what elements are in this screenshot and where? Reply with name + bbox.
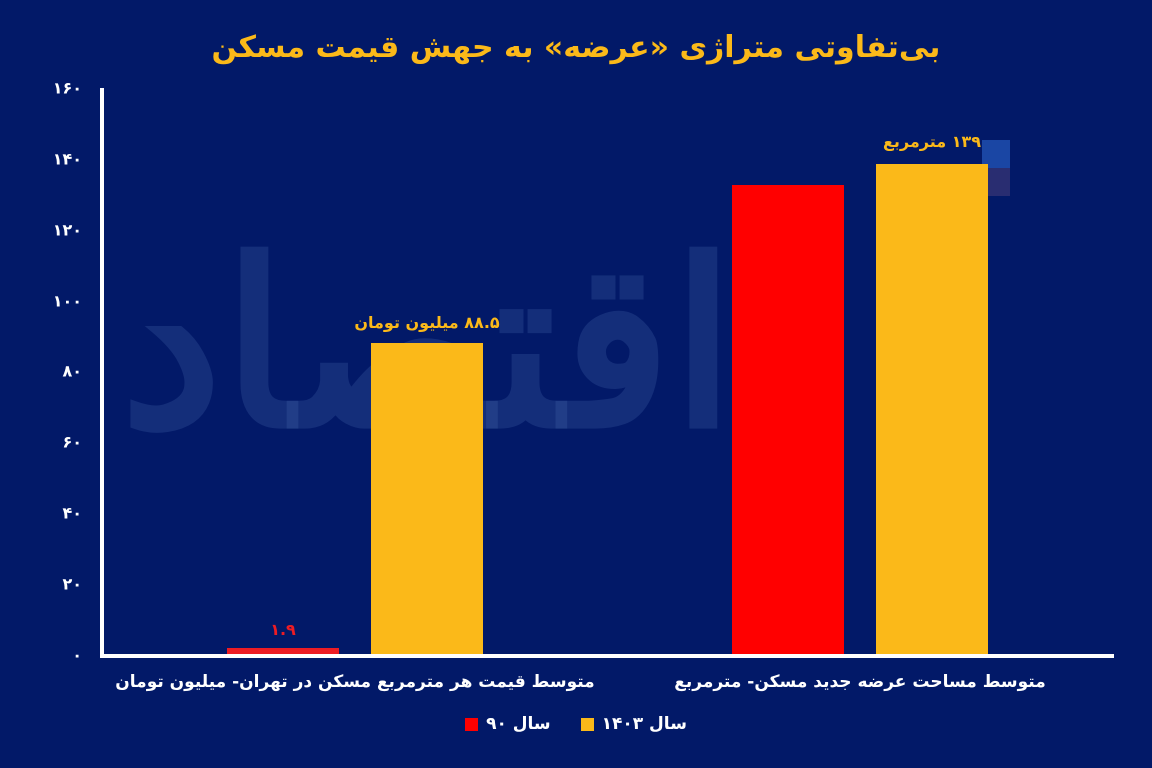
chart-title: بی‌تفاوتی متراژی «عرضه» به جهش قیمت مسکن [211,30,941,65]
x-category-label: متوسط قیمت هر مترمربع مسکن در تهران- میل… [115,672,595,692]
y-tick: ۱۶۰ [52,78,82,98]
y-tick: ۱۴۰ [52,149,82,169]
y-tick: ۸۰ [62,361,82,381]
y-tick: ۴۰ [62,503,82,523]
legend: سال ۱۴۰۳ سال ۹۰ [0,714,1152,734]
legend-item-90: سال ۹۰ [465,714,551,734]
x-axis-line [100,654,1114,658]
bar-label-g1-year1403: ۸۸.۵ میلیون تومان [354,313,500,332]
y-axis-line [100,88,104,658]
bar-g1-year90 [227,648,339,655]
bar-label-g1-year90: ۱.۹ [270,620,296,639]
legend-label: سال ۹۰ [486,714,551,734]
legend-label: سال ۱۴۰۳ [601,714,687,734]
bar-g2-year90 [732,185,844,655]
bar-g2-year1403 [876,164,988,655]
legend-swatch-icon [580,717,594,731]
y-tick: ۱۰۰ [52,291,82,311]
y-tick: ۲۰ [62,574,82,594]
legend-swatch-icon [465,717,479,731]
legend-item-1403: سال ۱۴۰۳ [580,714,687,734]
x-category-label: متوسط مساحت عرضه جدید مسکن- مترمربع [674,672,1046,692]
bar-label-g2-year1403: ۱۳۹ مترمربع [882,132,982,151]
bar-g1-year1403 [371,343,483,655]
y-tick: ۶۰ [62,432,82,452]
y-tick: ۰ [72,645,82,665]
y-tick: ۱۲۰ [52,220,82,240]
